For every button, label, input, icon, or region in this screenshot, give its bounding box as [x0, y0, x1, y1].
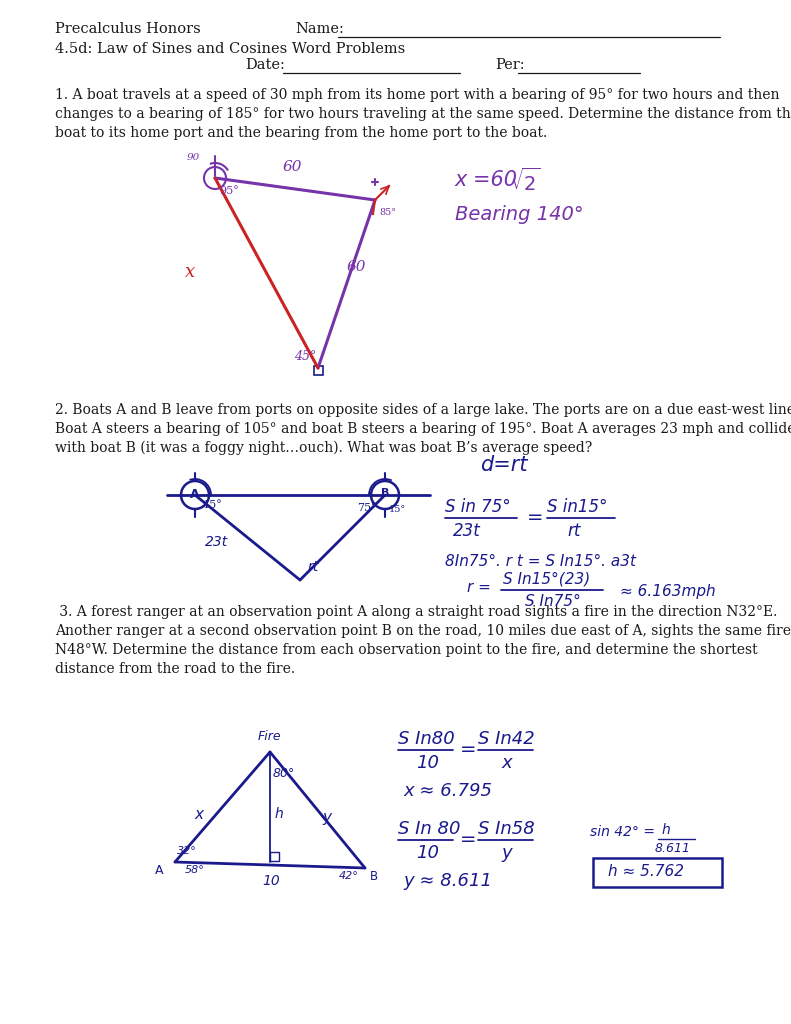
Text: rt: rt	[567, 522, 581, 540]
Text: 10: 10	[262, 874, 280, 888]
Text: S In 80: S In 80	[398, 820, 460, 838]
Text: 8In75°. r t = S In15°. a3t: 8In75°. r t = S In15°. a3t	[445, 554, 636, 569]
Text: boat to its home port and the bearing from the home port to the boat.: boat to its home port and the bearing fr…	[55, 126, 547, 140]
Text: 60: 60	[347, 260, 366, 274]
Text: 23t: 23t	[453, 522, 481, 540]
Text: Bearing 140°: Bearing 140°	[455, 205, 584, 224]
Text: 2. Boats A and B leave from ports on opposite sides of a large lake. The ports a: 2. Boats A and B leave from ports on opp…	[55, 403, 791, 417]
Text: 45°: 45°	[294, 350, 316, 362]
Text: B: B	[381, 488, 389, 498]
Text: Another ranger at a second observation point B on the road, 10 miles due east of: Another ranger at a second observation p…	[55, 624, 791, 638]
Text: A: A	[190, 488, 199, 501]
Text: N48°W. Determine the distance from each observation point to the fire, and deter: N48°W. Determine the distance from each …	[55, 643, 758, 657]
Text: 58°: 58°	[185, 865, 205, 874]
Text: x: x	[194, 807, 203, 822]
Text: 60: 60	[283, 160, 302, 174]
Text: 15°: 15°	[203, 500, 223, 510]
Text: Boat A steers a bearing of 105° and boat B steers a bearing of 195°. Boat A aver: Boat A steers a bearing of 105° and boat…	[55, 422, 791, 436]
Text: Fire: Fire	[258, 730, 282, 743]
Text: 1. A boat travels at a speed of 30 mph from its home port with a bearing of 95° : 1. A boat travels at a speed of 30 mph f…	[55, 88, 779, 102]
Text: 15°: 15°	[389, 505, 406, 514]
Text: h: h	[662, 823, 671, 837]
Text: Name:: Name:	[295, 22, 344, 36]
Text: 90: 90	[187, 153, 200, 162]
Text: 23t: 23t	[205, 535, 229, 549]
Text: x: x	[185, 263, 195, 281]
Text: 42°: 42°	[339, 871, 359, 881]
Text: sin 42° =: sin 42° =	[590, 825, 655, 839]
Text: S In80: S In80	[398, 730, 455, 748]
Text: with boat B (it was a foggy night…ouch). What was boat B’s average speed?: with boat B (it was a foggy night…ouch).…	[55, 441, 592, 456]
Text: 85°: 85°	[379, 208, 396, 217]
Text: 75°: 75°	[357, 503, 377, 513]
Text: 10: 10	[416, 844, 439, 862]
Text: y: y	[322, 810, 331, 825]
Text: 32°: 32°	[177, 846, 197, 856]
Text: $\sqrt{2}$: $\sqrt{2}$	[510, 168, 541, 196]
Text: S In15°(23): S In15°(23)	[503, 572, 590, 587]
Text: 3. A forest ranger at an observation point A along a straight road sights a fire: 3. A forest ranger at an observation poi…	[55, 605, 778, 618]
Text: h: h	[275, 807, 284, 821]
Text: r =: r =	[467, 580, 496, 595]
Text: S In42: S In42	[478, 730, 535, 748]
Text: changes to a bearing of 185° for two hours traveling at the same speed. Determin: changes to a bearing of 185° for two hou…	[55, 106, 791, 121]
Text: S in15°: S in15°	[547, 498, 607, 516]
Text: y: y	[501, 844, 512, 862]
Text: 80°: 80°	[273, 767, 295, 780]
Text: Precalculus Honors: Precalculus Honors	[55, 22, 201, 36]
Text: x =60: x =60	[455, 170, 518, 190]
Text: y ≈ 8.611: y ≈ 8.611	[403, 872, 492, 890]
Text: S in 75°: S in 75°	[445, 498, 511, 516]
Text: ≈ 6.163mph: ≈ 6.163mph	[620, 584, 716, 599]
Text: rt: rt	[308, 560, 320, 574]
Text: 8.611: 8.611	[655, 842, 691, 855]
Text: distance from the road to the fire.: distance from the road to the fire.	[55, 662, 295, 676]
Bar	[270, 852, 279, 861]
Text: 95°: 95°	[219, 186, 239, 196]
Text: 4.5d: Law of Sines and Cosines Word Problems: 4.5d: Law of Sines and Cosines Word Prob…	[55, 42, 405, 56]
Text: S In58: S In58	[478, 820, 535, 838]
Text: =: =	[527, 508, 543, 527]
Text: Date:: Date:	[245, 58, 285, 72]
Text: S In75°: S In75°	[525, 594, 581, 609]
Text: =: =	[460, 740, 476, 759]
Text: A: A	[155, 864, 164, 877]
Text: Per:: Per:	[495, 58, 524, 72]
Text: B: B	[370, 870, 378, 883]
Text: =: =	[460, 830, 476, 849]
Text: h ≈ 5.762: h ≈ 5.762	[608, 864, 684, 879]
Text: x ≈ 6.795: x ≈ 6.795	[403, 782, 492, 800]
Text: x: x	[501, 754, 512, 772]
Bar	[314, 366, 323, 375]
Text: 10: 10	[416, 754, 439, 772]
Text: d=rt: d=rt	[480, 455, 528, 475]
